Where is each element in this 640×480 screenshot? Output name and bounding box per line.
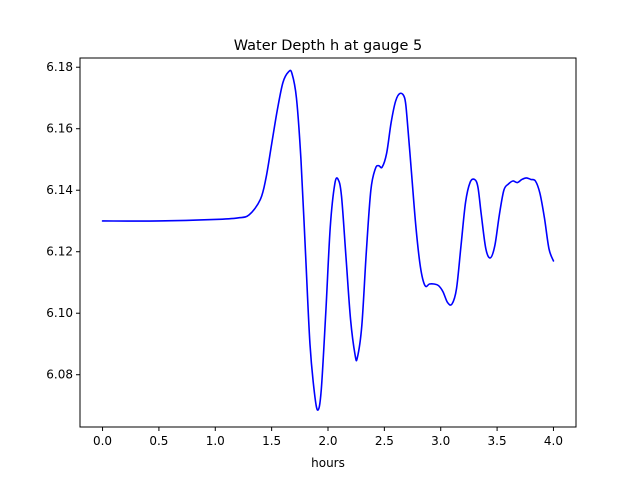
x-tick-label: 4.0 — [544, 434, 563, 448]
x-tick-label: 0.0 — [93, 434, 112, 448]
x-tick-label: 3.0 — [431, 434, 450, 448]
x-tick-label: 2.0 — [318, 434, 337, 448]
x-tick-label: 1.0 — [206, 434, 225, 448]
chart-title: Water Depth h at gauge 5 — [234, 38, 422, 54]
y-axis-ticks: 6.08 6.10 6.12 6.14 6.16 6.18 — [46, 60, 80, 382]
y-tick-label: 6.14 — [46, 183, 73, 197]
plot-area-frame — [79, 57, 577, 428]
y-tick-label: 6.18 — [46, 60, 73, 74]
x-tick-label: 1.5 — [262, 434, 281, 448]
x-axis-label: hours — [311, 456, 345, 470]
y-tick-label: 6.10 — [46, 306, 73, 320]
x-tick-label: 2.5 — [375, 434, 394, 448]
y-tick-label: 6.16 — [46, 122, 73, 136]
y-tick-label: 6.12 — [46, 245, 73, 259]
x-axis-ticks: 0.0 0.5 1.0 1.5 2.0 2.5 3.0 3.5 4.0 — [93, 427, 563, 448]
y-tick-label: 6.08 — [46, 368, 73, 382]
series-line-water-depth — [101, 69, 555, 411]
x-tick-label: 3.5 — [488, 434, 507, 448]
x-tick-label: 0.5 — [149, 434, 168, 448]
